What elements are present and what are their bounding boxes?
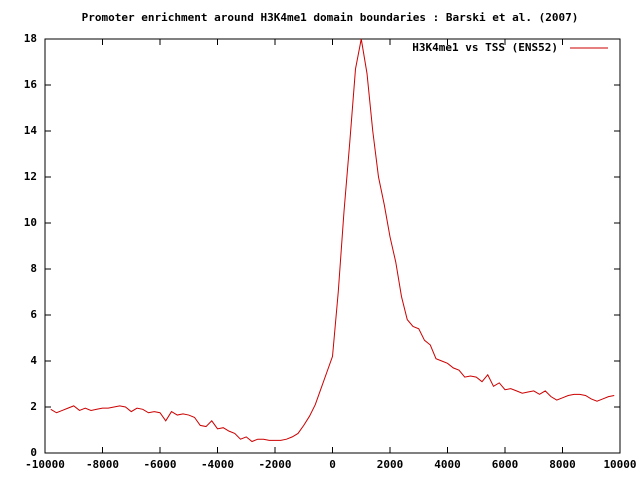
y-tick-label: 18 (24, 32, 37, 45)
x-tick-label: -8000 (86, 458, 119, 471)
x-tick-label: 10000 (603, 458, 636, 471)
y-tick-label: 10 (24, 216, 37, 229)
x-tick-label: -10000 (25, 458, 65, 471)
y-tick-label: 4 (30, 354, 37, 367)
y-tick-label: 2 (30, 400, 37, 413)
y-tick-label: 16 (24, 78, 38, 91)
x-tick-label: 6000 (492, 458, 519, 471)
x-tick-label: -6000 (143, 458, 176, 471)
x-tick-label: 0 (329, 458, 336, 471)
x-tick-label: -2000 (258, 458, 291, 471)
y-tick-label: 8 (30, 262, 37, 275)
legend-label: H3K4me1 vs TSS (ENS52) (412, 41, 558, 54)
x-tick-label: 2000 (377, 458, 404, 471)
y-tick-label: 0 (30, 446, 37, 459)
y-tick-label: 6 (30, 308, 37, 321)
x-tick-label: 4000 (434, 458, 461, 471)
x-tick-label: 8000 (549, 458, 576, 471)
chart-title: Promoter enrichment around H3K4me1 domai… (82, 11, 579, 24)
y-tick-label: 12 (24, 170, 37, 183)
y-tick-label: 14 (24, 124, 38, 137)
x-tick-label: -4000 (201, 458, 234, 471)
series-line (50, 38, 615, 443)
